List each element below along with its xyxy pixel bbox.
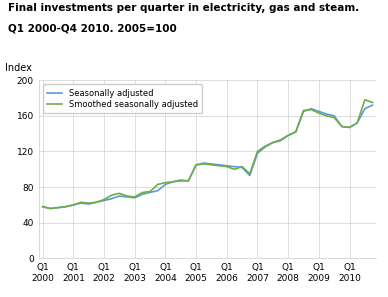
Seasonally adjusted [332, 114, 336, 118]
Seasonally adjusted [194, 163, 198, 167]
Seasonally adjusted [270, 141, 275, 144]
Smoothed seasonally adjusted [201, 162, 206, 166]
Seasonally adjusted [324, 112, 329, 116]
Seasonally adjusted [48, 207, 53, 210]
Seasonally adjusted [340, 125, 344, 128]
Seasonally adjusted [362, 107, 367, 110]
Smoothed seasonally adjusted [109, 193, 114, 197]
Seasonally adjusted [201, 161, 206, 165]
Smoothed seasonally adjusted [117, 192, 122, 195]
Smoothed seasonally adjusted [309, 108, 314, 111]
Smoothed seasonally adjusted [224, 165, 229, 168]
Text: Final investments per quarter in electricity, gas and steam.: Final investments per quarter in electri… [8, 3, 359, 13]
Smoothed seasonally adjusted [140, 191, 145, 194]
Smoothed seasonally adjusted [194, 163, 198, 167]
Line: Smoothed seasonally adjusted: Smoothed seasonally adjusted [43, 100, 372, 208]
Seasonally adjusted [232, 165, 237, 168]
Smoothed seasonally adjusted [370, 101, 375, 104]
Seasonally adjusted [132, 196, 137, 200]
Smoothed seasonally adjusted [132, 195, 137, 199]
Seasonally adjusted [355, 121, 360, 125]
Smoothed seasonally adjusted [293, 130, 298, 134]
Smoothed seasonally adjusted [355, 121, 360, 125]
Smoothed seasonally adjusted [186, 179, 191, 183]
Smoothed seasonally adjusted [55, 206, 60, 209]
Smoothed seasonally adjusted [263, 144, 267, 148]
Smoothed seasonally adjusted [248, 172, 252, 176]
Seasonally adjusted [278, 139, 283, 143]
Smoothed seasonally adjusted [87, 201, 91, 205]
Seasonally adjusted [94, 200, 99, 204]
Seasonally adjusted [148, 191, 152, 194]
Seasonally adjusted [155, 189, 160, 192]
Seasonally adjusted [217, 163, 222, 167]
Smoothed seasonally adjusted [232, 168, 237, 171]
Smoothed seasonally adjusted [240, 165, 244, 168]
Seasonally adjusted [163, 183, 168, 186]
Seasonally adjusted [248, 174, 252, 177]
Smoothed seasonally adjusted [71, 203, 76, 207]
Smoothed seasonally adjusted [301, 109, 306, 112]
Smoothed seasonally adjusted [178, 179, 183, 183]
Seasonally adjusted [71, 203, 76, 207]
Seasonally adjusted [171, 180, 175, 184]
Seasonally adjusted [109, 197, 114, 200]
Smoothed seasonally adjusted [163, 181, 168, 184]
Text: Index: Index [5, 63, 32, 73]
Seasonally adjusted [347, 126, 352, 129]
Smoothed seasonally adjusted [63, 205, 68, 208]
Seasonally adjusted [55, 206, 60, 209]
Seasonally adjusted [301, 110, 306, 113]
Smoothed seasonally adjusted [171, 180, 175, 184]
Smoothed seasonally adjusted [286, 134, 291, 137]
Smoothed seasonally adjusted [270, 141, 275, 144]
Smoothed seasonally adjusted [148, 190, 152, 193]
Smoothed seasonally adjusted [94, 200, 99, 204]
Smoothed seasonally adjusted [155, 183, 160, 186]
Seasonally adjusted [240, 166, 244, 169]
Seasonally adjusted [293, 130, 298, 134]
Smoothed seasonally adjusted [278, 138, 283, 142]
Seasonally adjusted [186, 179, 191, 183]
Smoothed seasonally adjusted [324, 114, 329, 118]
Seasonally adjusted [63, 205, 68, 208]
Seasonally adjusted [317, 110, 321, 113]
Smoothed seasonally adjusted [102, 198, 106, 201]
Seasonally adjusted [87, 202, 91, 206]
Smoothed seasonally adjusted [125, 194, 129, 198]
Seasonally adjusted [224, 164, 229, 168]
Smoothed seasonally adjusted [340, 125, 344, 128]
Seasonally adjusted [286, 134, 291, 137]
Smoothed seasonally adjusted [347, 126, 352, 129]
Smoothed seasonally adjusted [317, 111, 321, 115]
Seasonally adjusted [255, 151, 260, 155]
Seasonally adjusted [370, 103, 375, 107]
Seasonally adjusted [125, 195, 129, 199]
Smoothed seasonally adjusted [209, 163, 214, 167]
Seasonally adjusted [79, 201, 83, 205]
Smoothed seasonally adjusted [217, 164, 222, 168]
Text: Q1 2000-Q4 2010. 2005=100: Q1 2000-Q4 2010. 2005=100 [8, 24, 177, 34]
Smoothed seasonally adjusted [79, 200, 83, 204]
Line: Seasonally adjusted: Seasonally adjusted [43, 105, 372, 208]
Seasonally adjusted [209, 162, 214, 166]
Seasonally adjusted [117, 194, 122, 198]
Smoothed seasonally adjusted [332, 116, 336, 119]
Smoothed seasonally adjusted [362, 98, 367, 102]
Seasonally adjusted [102, 199, 106, 202]
Smoothed seasonally adjusted [48, 207, 53, 210]
Smoothed seasonally adjusted [255, 150, 260, 153]
Seasonally adjusted [40, 205, 45, 208]
Smoothed seasonally adjusted [40, 205, 45, 208]
Seasonally adjusted [178, 178, 183, 182]
Seasonally adjusted [140, 192, 145, 196]
Seasonally adjusted [263, 145, 267, 149]
Legend: Seasonally adjusted, Smoothed seasonally adjusted: Seasonally adjusted, Smoothed seasonally… [43, 84, 202, 113]
Seasonally adjusted [309, 107, 314, 110]
